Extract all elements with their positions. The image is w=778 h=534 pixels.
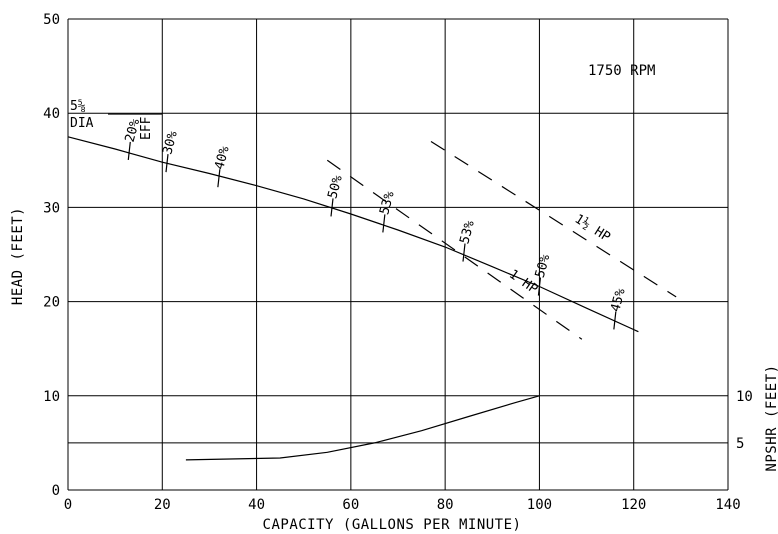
efficiency-label: 53% <box>377 190 398 217</box>
y-tick-label: 20 <box>43 295 60 311</box>
efficiency-tick <box>537 277 542 296</box>
y2-axis-label: NPSHR (FEET) <box>764 364 778 471</box>
efficiency-tick <box>462 243 466 262</box>
efficiency-tick <box>613 311 617 330</box>
power-line <box>326 159 583 340</box>
npshr-curve <box>185 395 540 461</box>
y-tick-label: 0 <box>52 483 60 499</box>
impeller-size-label: 5⅝ <box>70 99 86 114</box>
y-tick-label: 30 <box>43 200 60 216</box>
y-tick-label: 40 <box>43 106 60 122</box>
efficiency-tick <box>330 198 334 217</box>
series-curves <box>67 113 639 461</box>
efficiency-label: 30% <box>160 129 181 156</box>
y2-tick-label: 5 <box>736 436 744 452</box>
efficiency-tick <box>217 169 221 188</box>
y-tick-label: 50 <box>43 12 60 28</box>
x-tick-label: 40 <box>248 497 265 513</box>
x-tick-label: 0 <box>64 497 72 513</box>
efficiency-label: 50% <box>533 253 554 280</box>
speed-label: 1750 RPM <box>588 63 655 79</box>
impeller-dia-label: DIA <box>70 116 94 131</box>
x-tick-label: 80 <box>437 497 454 513</box>
efficiency-label: 20% <box>123 117 144 144</box>
y-axis-ticks: 0 10 20 30 40 50 <box>43 12 60 499</box>
efficiency-tick <box>127 141 131 160</box>
x-tick-label: 20 <box>154 497 171 513</box>
eff-label: EFF <box>139 116 154 140</box>
x-axis-label: CAPACITY (GALLONS PER MINUTE) <box>263 517 522 533</box>
power-line <box>430 140 677 298</box>
y2-tick-label: 10 <box>736 389 753 405</box>
efficiency-label: 40% <box>212 145 233 172</box>
efficiency-label: 53% <box>457 219 478 246</box>
x-tick-label: 120 <box>621 497 646 513</box>
power-line-label: 1½ HP <box>572 212 613 246</box>
x-axis-ticks: 0 20 40 60 80 100 120 140 <box>64 497 741 513</box>
x-tick-label: 100 <box>527 497 552 513</box>
efficiency-label: 45% <box>608 287 629 314</box>
grid-lines <box>67 18 729 491</box>
efficiency-label: 50% <box>325 174 346 201</box>
x-tick-label: 60 <box>342 497 359 513</box>
efficiency-tick <box>165 154 169 173</box>
head-curve <box>67 136 639 333</box>
y2-axis-ticks: 5 10 <box>736 389 753 452</box>
efficiency-marks: 20% 30% 40% 50% 53% 53% 50% 45% <box>123 117 629 330</box>
x-tick-label: 140 <box>715 497 740 513</box>
efficiency-tick <box>382 214 386 233</box>
y-axis-label: HEAD (FEET) <box>10 207 26 305</box>
y-tick-label: 10 <box>43 389 60 405</box>
